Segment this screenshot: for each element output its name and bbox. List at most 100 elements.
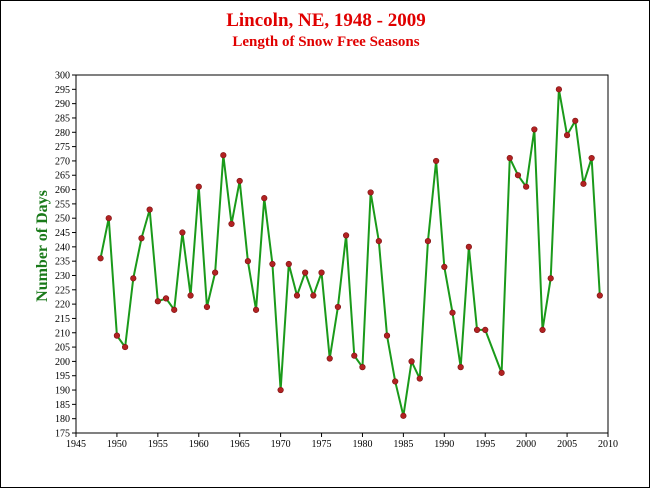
x-tick-label: 1955: [148, 439, 168, 450]
data-point: [572, 117, 579, 124]
data-point: [105, 215, 112, 222]
data-point: [318, 269, 325, 276]
data-point: [302, 269, 309, 276]
y-tick-label: 200: [55, 357, 70, 368]
y-tick-label: 255: [55, 199, 70, 210]
chart-title: Lincoln, NE, 1948 - 2009: [226, 10, 426, 31]
data-point: [433, 157, 440, 165]
data-point: [523, 183, 530, 190]
y-tick-label: 290: [55, 99, 70, 110]
data-point: [596, 292, 603, 299]
data-point: [400, 412, 407, 419]
data-point: [138, 235, 145, 242]
x-tick-label: 2005: [557, 439, 577, 450]
data-point: [97, 255, 104, 262]
data-point: [220, 152, 227, 159]
y-tick-label: 185: [55, 400, 70, 411]
x-tick-label: 1975: [312, 439, 332, 450]
data-point: [269, 260, 276, 268]
series-snow-free-days: [97, 86, 603, 419]
x-tick-label: 1965: [230, 439, 250, 450]
chart-subtitle: Length of Snow Free Seasons: [232, 34, 419, 50]
data-point: [465, 243, 472, 250]
data-point: [244, 258, 251, 265]
data-point: [154, 298, 161, 305]
data-point: [547, 275, 554, 282]
y-tick-label: 270: [55, 156, 70, 167]
y-tick-label: 235: [55, 257, 70, 268]
y-tick-label: 275: [55, 142, 70, 153]
data-point: [326, 355, 333, 362]
y-tick-label: 230: [55, 271, 70, 282]
data-point: [334, 303, 342, 311]
data-point: [285, 260, 292, 268]
data-point: [236, 177, 243, 185]
data-point: [449, 309, 456, 316]
series-line: [99, 88, 601, 417]
data-point: [539, 326, 546, 333]
data-point: [424, 238, 432, 245]
data-point: [122, 343, 129, 351]
x-axis: 1945 1950 1955 1960 1965 1970 1975 1980 1985 1990…: [66, 433, 618, 450]
data-point: [342, 232, 350, 239]
data-point: [580, 180, 587, 187]
data-point: [261, 195, 268, 202]
data-point: [408, 358, 415, 365]
data-point: [383, 332, 391, 339]
data-point: [531, 126, 538, 133]
y-tick-label: 285: [55, 113, 70, 124]
y-tick-label: 210: [55, 328, 70, 339]
data-point: [171, 306, 178, 313]
data-point: [195, 183, 202, 190]
y-tick-label: 190: [55, 386, 70, 397]
x-tick-label: 1985: [393, 439, 413, 450]
x-tick-label: 1990: [434, 439, 454, 450]
y-tick-label: 175: [55, 429, 70, 440]
plot-area: [75, 74, 609, 434]
x-tick-label: 1950: [107, 439, 127, 450]
data-point: [179, 229, 186, 236]
data-point: [293, 292, 301, 299]
data-point: [588, 154, 595, 162]
data-point: [162, 295, 170, 302]
data-point: [473, 326, 481, 333]
data-point: [482, 326, 489, 333]
data-point: [146, 206, 153, 213]
y-tick-label: 265: [55, 171, 70, 182]
x-tick-label: 2000: [516, 439, 536, 450]
y-tick-label: 260: [55, 185, 70, 196]
x-tick-label: 1970: [271, 439, 291, 450]
y-tick-label: 280: [55, 128, 70, 139]
y-tick-label: 250: [55, 214, 70, 225]
y-tick-label: 300: [55, 71, 70, 82]
x-tick-label: 1945: [66, 439, 86, 450]
y-tick-label: 195: [55, 371, 70, 382]
data-point: [416, 375, 423, 382]
data-point: [506, 154, 513, 162]
x-tick-label: 1960: [189, 439, 209, 450]
x-tick-label: 2010: [598, 439, 618, 450]
data-point: [113, 332, 121, 339]
data-point: [310, 292, 317, 299]
data-point: [498, 369, 505, 376]
data-point: [441, 263, 448, 270]
data-point: [457, 364, 464, 371]
data-point: [277, 386, 284, 394]
data-point: [563, 132, 571, 139]
data-point: [367, 189, 374, 196]
y-tick-label: 180: [55, 414, 70, 425]
data-point: [228, 220, 235, 228]
y-tick-label: 220: [55, 300, 70, 311]
data-point: [375, 238, 382, 245]
y-axis: 175 180 185 190 195 200 205 210 215 220 225 230 235 2…: [55, 71, 76, 440]
x-tick-label: 1980: [352, 439, 372, 450]
y-axis-label: Number of Days: [34, 190, 51, 302]
data-point: [359, 364, 366, 371]
y-tick-label: 225: [55, 285, 70, 296]
y-tick-label: 205: [55, 343, 70, 354]
data-point: [130, 275, 137, 282]
data-point: [252, 306, 260, 313]
data-point: [555, 86, 562, 93]
